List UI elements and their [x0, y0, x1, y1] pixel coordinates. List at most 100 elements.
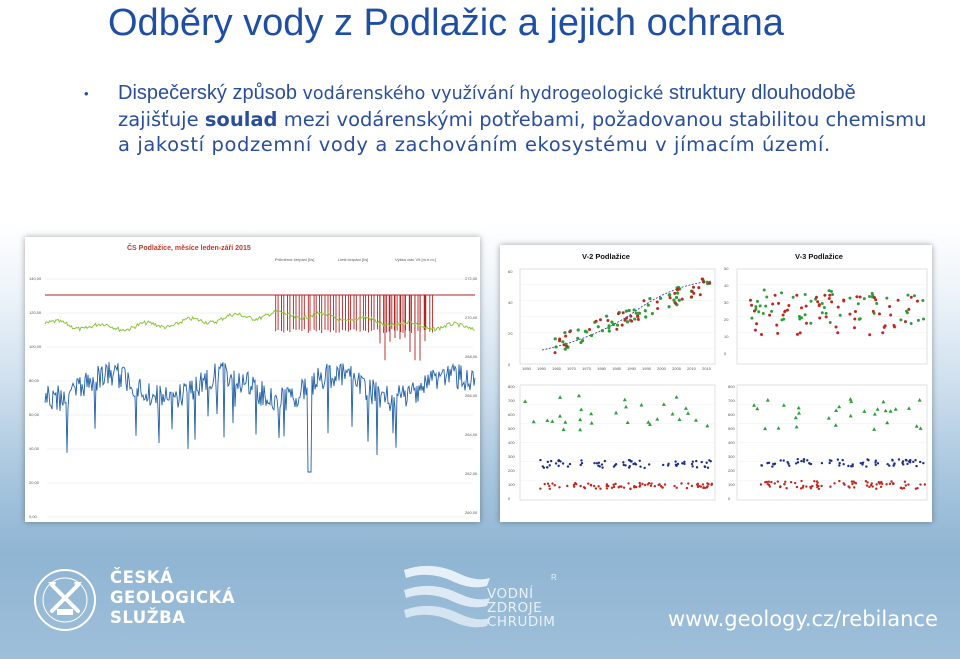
v2-green-point: [607, 326, 611, 330]
v3-lower-navy-point: [841, 458, 844, 462]
v2-red-point: [562, 343, 566, 347]
v3-lower-navy-point: [820, 461, 824, 465]
v2-lower-red-point: [586, 482, 590, 485]
v3-lower-navy-point: [828, 461, 831, 465]
v3-red-point: [907, 307, 911, 311]
v3-green-point: [757, 310, 761, 314]
v3-lower-navy-point: [796, 461, 800, 464]
v2-green-point: [644, 315, 648, 319]
v2-lower-navy-point: [566, 465, 570, 468]
v2-lower-green-point: [523, 399, 528, 403]
v3-lower-navy-point: [905, 459, 908, 462]
v2-x-tick: 1995: [642, 366, 651, 371]
vz-wordmark: VODNÍ ZDROJE CHRUDIM: [487, 587, 555, 629]
v2-lower-navy-point: [541, 465, 544, 468]
v3-lower-navy-point: [914, 458, 917, 462]
v3-lower-green-point: [914, 424, 919, 428]
v2-green-point: [576, 328, 580, 332]
v2-lower-navy-point: [706, 466, 710, 469]
v2-lower-navy-point: [662, 463, 665, 467]
v2-red-point: [692, 291, 696, 295]
v3-green-point: [765, 295, 769, 299]
v2-lower-navy-point: [614, 463, 618, 466]
v2-lower-y-tick: 0: [508, 496, 511, 501]
v2-lower-green-point: [622, 397, 627, 402]
v3-lower-navy-point: [918, 460, 922, 464]
v3-green-point: [922, 317, 926, 321]
v2-lower-red-point: [610, 486, 614, 490]
v2-lower-navy-point: [703, 465, 707, 469]
left-axis-tick: 140,00: [29, 276, 42, 281]
v2-green-point: [677, 298, 681, 302]
v3-green-point: [831, 292, 835, 296]
v3-red-point: [909, 295, 913, 299]
v2-green-point: [650, 311, 654, 316]
v2-lower-green-point: [589, 411, 594, 416]
v3-lower-red-point: [888, 482, 892, 486]
v3-green-point: [820, 301, 824, 305]
v3-lower-green-point: [781, 403, 786, 407]
v2-red-point: [668, 296, 672, 300]
v3-lower-navy-point: [893, 463, 896, 466]
v3-green-point: [856, 302, 860, 306]
v3-y-tick: 40: [724, 283, 729, 288]
v2-red-point: [692, 285, 696, 289]
v3-lower-red-point: [851, 482, 854, 486]
v2-lower-red-point: [658, 483, 661, 486]
v3-lower-red-point: [817, 487, 821, 491]
v2-lower-red-point: [634, 485, 638, 489]
v2-lower-navy-point: [561, 462, 565, 465]
v2-green-point: [554, 345, 558, 349]
v3-y-tick: 50: [724, 266, 729, 271]
v3-green-point: [871, 293, 875, 297]
v3-green-point: [750, 316, 754, 320]
v2-lower-green-point: [579, 407, 584, 412]
v3-red-point: [827, 297, 831, 301]
v2-red-point: [676, 287, 680, 291]
v3-red-point: [852, 326, 856, 330]
v2-lower-red-point: [696, 482, 700, 486]
v3-lower-red-point: [850, 480, 854, 483]
v3-lower-red-point: [820, 484, 823, 488]
v3-lower-y-tick: 100: [728, 482, 735, 487]
v3-lower-red-point: [903, 480, 907, 483]
v2-lower-green-point: [578, 427, 583, 432]
v2-lower-green-point: [661, 402, 666, 406]
v3-lower-red-point: [789, 480, 793, 484]
v3-red-point: [800, 306, 804, 310]
bullet-paragraph: Dispečerský způsob vodárenského využíván…: [118, 80, 938, 157]
v2-red-point: [558, 337, 562, 341]
v3-y-tick: 20: [724, 317, 729, 322]
footer-url[interactable]: www.geology.cz/rebilance: [668, 607, 938, 631]
v2-lower-navy-point: [622, 461, 625, 464]
v2-lower-green-point: [646, 420, 651, 424]
v2-red-point: [629, 314, 633, 318]
v3-red-point: [816, 300, 820, 304]
v3-green-point: [809, 321, 813, 325]
v2-lower-red-point: [653, 485, 656, 488]
vz-line-1: VODNÍ: [487, 586, 534, 602]
v3-red-point: [748, 298, 752, 302]
v2-red-point: [623, 318, 627, 322]
v2-red-point: [625, 316, 629, 320]
v2-lower-green-point: [639, 402, 644, 407]
v3-lower-green-point: [796, 405, 801, 410]
v2-lower-red-point: [690, 484, 694, 488]
v3-lower-red-point: [776, 480, 779, 483]
v3-green-point: [828, 320, 832, 324]
v3-red-point: [868, 333, 872, 337]
v3-red-point: [853, 309, 857, 313]
v2-lower-navy-point: [568, 462, 572, 466]
v2-green-point: [674, 295, 679, 300]
v2-lower-navy-point: [603, 459, 607, 463]
v2-green-point: [624, 309, 628, 313]
v3-red-point: [853, 317, 857, 321]
v3-lower-navy-point: [838, 461, 841, 465]
registered-mark: R: [551, 573, 557, 582]
v3-lower-red-point: [759, 483, 763, 486]
v3-lower-y-tick: 0: [728, 496, 731, 501]
v3-lower-red-point: [869, 484, 873, 487]
v2-lower-navy-point: [691, 460, 695, 463]
left-axis-tick: 0,00: [29, 514, 37, 519]
v2-lower-red-point: [546, 482, 550, 485]
